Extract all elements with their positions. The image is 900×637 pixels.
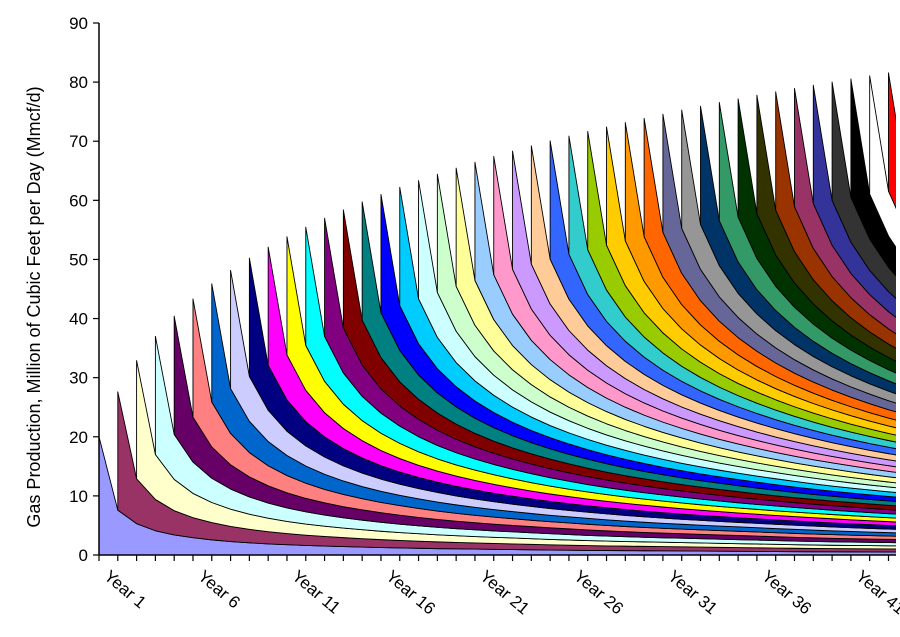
series-area-vintage-40 <box>831 81 896 300</box>
y-tick-label: 0 <box>79 546 88 565</box>
x-tick-label: Year 21 <box>476 567 533 619</box>
y-tick-label: 10 <box>69 487 88 506</box>
x-tick-label: Year 36 <box>758 567 815 619</box>
x-tick-label: Year 6 <box>194 567 243 613</box>
x-tick-label: Year 26 <box>570 567 627 619</box>
series-area-vintage-41 <box>850 78 896 277</box>
x-axis-ticks: Year 1 Year 6 Year 11 Year 16 Year 21 Year 26… <box>98 555 900 619</box>
x-tick-label: Year 1 <box>100 567 149 613</box>
y-tick-label: 40 <box>69 310 88 329</box>
y-tick-label: 60 <box>69 191 88 210</box>
y-tick-label: 70 <box>69 132 88 151</box>
x-tick-label: Year 16 <box>382 567 439 619</box>
series-area-layer <box>99 72 896 555</box>
axes <box>98 23 896 556</box>
y-tick-label: 50 <box>69 250 88 269</box>
series-area-vintage-43 <box>888 72 896 209</box>
y-axis-ticks: 0 10 20 30 40 50 60 70 80 90 <box>69 14 99 565</box>
series-area-vintage-42 <box>869 75 896 249</box>
x-tick-label: Year 41 <box>852 567 900 619</box>
y-tick-label: 20 <box>69 428 88 447</box>
y-axis-title: Gas Production, Million of Cubic Feet pe… <box>24 86 44 527</box>
y-tick-label: 30 <box>69 369 88 388</box>
y-tick-label: 80 <box>69 73 88 92</box>
x-tick-label: Year 31 <box>664 567 721 619</box>
x-tick-label: Year 11 <box>288 567 344 618</box>
y-tick-label: 90 <box>69 14 88 33</box>
